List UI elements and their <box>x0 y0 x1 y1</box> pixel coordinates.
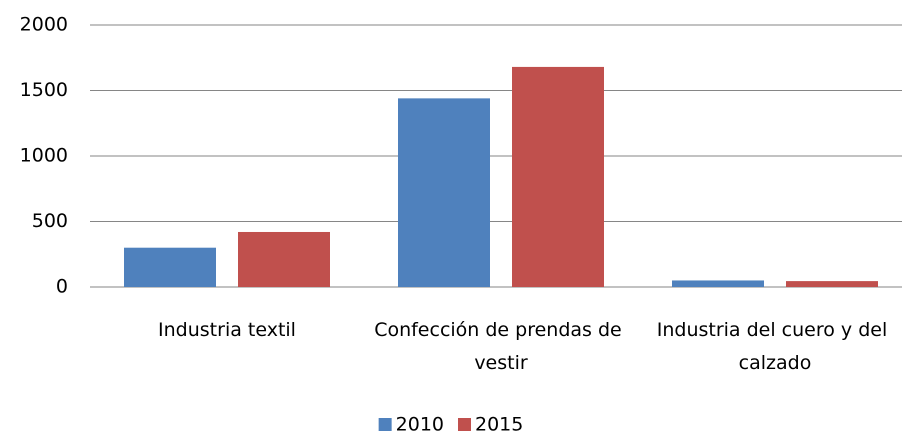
legend-swatch <box>458 418 471 431</box>
y-tick-label: 500 <box>32 210 68 232</box>
bar <box>786 281 878 287</box>
bar <box>398 98 490 287</box>
x-tick-label: Industria textil <box>158 319 296 341</box>
bar <box>512 66 604 287</box>
y-tick-label: 1500 <box>20 79 68 101</box>
y-tick-label: 2000 <box>20 14 68 36</box>
legend-swatch <box>378 418 392 431</box>
bar <box>672 280 764 287</box>
x-tick-label: Confección de prendas de vestir <box>374 319 628 374</box>
x-tick-label: Industria del cuero y del calzado <box>657 319 894 374</box>
legend-label: 2010 <box>396 414 444 436</box>
legend-item: 2010 <box>378 414 444 436</box>
y-tick-label: 1000 <box>20 145 68 167</box>
legend-item: 2015 <box>458 414 523 436</box>
legend-label: 2015 <box>475 414 523 436</box>
bar <box>124 247 216 287</box>
bar <box>238 231 330 287</box>
y-tick-label: 0 <box>56 276 68 298</box>
